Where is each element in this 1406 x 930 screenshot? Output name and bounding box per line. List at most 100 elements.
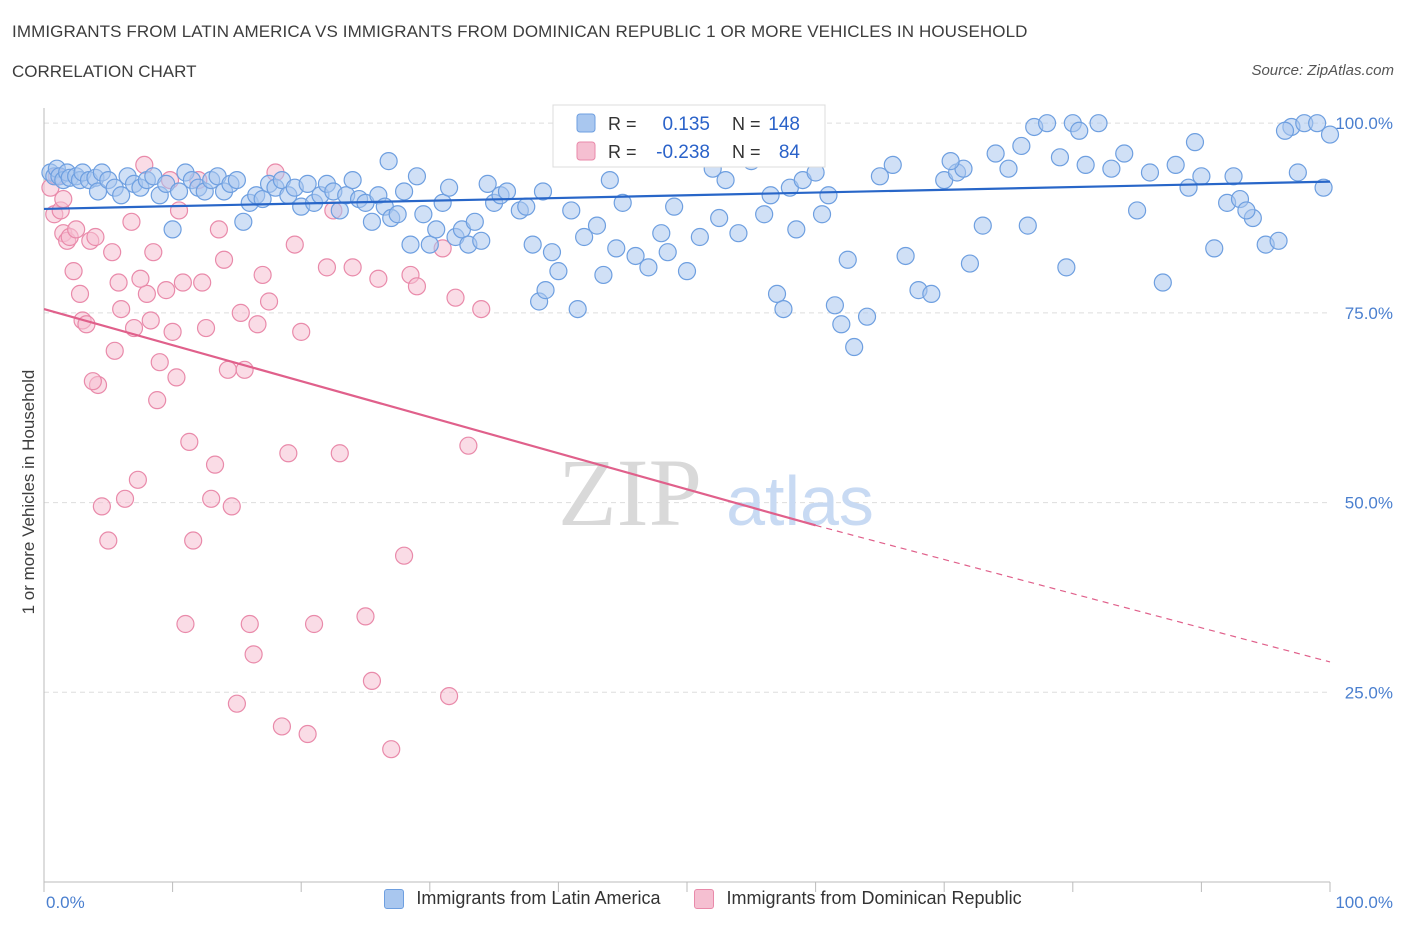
blue-point (755, 205, 774, 224)
pink-point (222, 497, 241, 516)
blue-point (472, 231, 491, 250)
pink-point (163, 322, 182, 341)
blue-point (845, 337, 864, 357)
pink-point (67, 220, 86, 239)
blue-point (420, 235, 439, 254)
pink-point (240, 614, 259, 634)
pink-point (285, 235, 304, 254)
pink-r-label: R = (608, 142, 637, 162)
blue-point (838, 250, 857, 269)
blue-point (600, 170, 619, 190)
pink-point (227, 694, 246, 713)
blue-point (761, 186, 780, 205)
blue-trend-line (43, 180, 1331, 211)
stats-legend-box (552, 104, 826, 168)
watermark-zip: ZIP (558, 439, 702, 546)
pink-point (193, 273, 212, 292)
blue-point (639, 258, 658, 277)
pink-point (54, 189, 73, 209)
pink-point (304, 614, 324, 634)
pink-point (169, 201, 189, 220)
blue-point (549, 262, 568, 281)
blue-point (825, 296, 844, 315)
pink-point (446, 288, 465, 307)
pink-swatch (576, 141, 596, 161)
blue-point (1275, 121, 1295, 140)
y-tick-label: 25.0% (1345, 683, 1393, 702)
blue-point (857, 307, 877, 326)
pink-point (231, 303, 250, 322)
watermark: ZIP atlas (558, 439, 874, 546)
y-tick-label: 100.0% (1335, 114, 1393, 133)
pink-point (103, 243, 122, 262)
blue-n-value: 148 (768, 114, 800, 135)
pink-point (180, 432, 199, 451)
pink-point (472, 299, 491, 319)
blue-point (330, 201, 349, 220)
pink-point (105, 341, 124, 360)
blue-point (562, 201, 581, 220)
pink-point (298, 724, 317, 744)
blue-point (594, 265, 613, 285)
pink-point (362, 671, 382, 691)
blue-point (690, 227, 709, 247)
blue-point (774, 299, 793, 319)
blue-point (941, 152, 960, 171)
blue-point (517, 197, 536, 216)
pink-point (459, 436, 478, 455)
pink-point (86, 227, 105, 247)
pink-point (218, 360, 237, 379)
pink-point (382, 740, 401, 759)
blue-point (1012, 136, 1031, 156)
blue-point (542, 243, 562, 262)
source-label: Source: ZipAtlas.com (1251, 62, 1394, 79)
blue-point (587, 216, 607, 235)
blue-point (1070, 121, 1089, 140)
y-tick-label: 50.0% (1345, 494, 1393, 513)
blue-point (298, 174, 317, 193)
pink-point (150, 353, 169, 372)
blue-point (433, 193, 452, 212)
blue-point (1102, 159, 1121, 178)
blue-r-value: 0.135 (662, 114, 710, 135)
blue-point (478, 174, 497, 193)
pink-point (115, 489, 135, 508)
pink-point (369, 269, 388, 288)
blue-point (112, 186, 131, 205)
blue-point (1050, 148, 1070, 167)
blue-point (388, 205, 407, 224)
pink-point (109, 273, 128, 292)
blue-point (812, 205, 832, 224)
series-legend: Immigrants from Latin America Immigrants… (0, 888, 1406, 909)
blue-point (1237, 201, 1256, 220)
stats-legend: R = 0.135 N = 148 R = -0.238 N = 84 (552, 104, 826, 168)
blue-point (1320, 125, 1340, 144)
blue-point (343, 170, 362, 190)
legend-swatch-pink (694, 888, 715, 909)
blue-point (819, 186, 838, 205)
pink-point (173, 273, 192, 292)
blue-point (1140, 163, 1160, 182)
pink-n-value: 84 (779, 142, 801, 163)
pink-point (272, 717, 292, 736)
blue-point (439, 178, 459, 197)
pink-point (83, 372, 102, 391)
pink-point (253, 265, 272, 285)
blue-point (1205, 239, 1224, 258)
pink-point (99, 531, 118, 550)
legend-item-latin-america: Immigrants from Latin America (384, 888, 660, 909)
blue-point (665, 197, 684, 216)
pink-point (131, 269, 150, 288)
blue-point (710, 208, 729, 228)
pink-r-value: -0.238 (656, 142, 710, 163)
blue-point (960, 254, 980, 273)
chart-title: IMMIGRANTS FROM LATIN AMERICA VS IMMIGRA… (12, 22, 1028, 41)
pink-point (407, 277, 427, 296)
pink-point (122, 212, 141, 231)
blue-point (973, 216, 992, 235)
blue-point (379, 152, 398, 171)
pink-point (202, 489, 221, 508)
blue-point (677, 262, 697, 281)
blue-point (401, 235, 420, 254)
x-tick-label-left: 0.0% (46, 893, 85, 912)
